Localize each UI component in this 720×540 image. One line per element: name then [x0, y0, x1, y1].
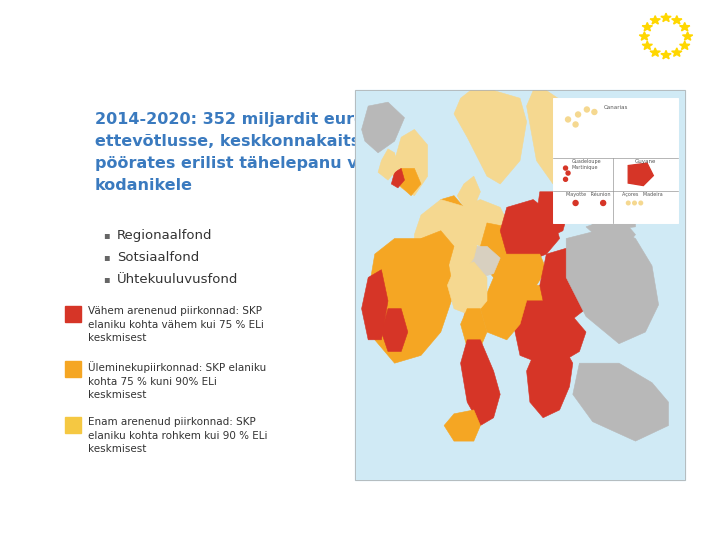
- Circle shape: [639, 201, 642, 205]
- Text: Solidaarsus tegelikkuses – ELi ühtekuuluvuspoliitika: Solidaarsus tegelikkuses – ELi ühtekuulu…: [22, 26, 639, 46]
- Polygon shape: [487, 254, 546, 293]
- Polygon shape: [461, 246, 500, 278]
- Polygon shape: [454, 91, 526, 184]
- Text: Guyane: Guyane: [634, 159, 656, 164]
- Polygon shape: [650, 48, 660, 56]
- Text: Guadeloupe
Martinique: Guadeloupe Martinique: [572, 159, 601, 170]
- Circle shape: [573, 122, 578, 127]
- Text: 2014-2020: 352 miljardit eurot investeeritud infrastruktuuri,: 2014-2020: 352 miljardit eurot investeer…: [95, 112, 646, 127]
- Polygon shape: [573, 363, 668, 441]
- Polygon shape: [559, 176, 636, 231]
- Bar: [355, 91, 685, 480]
- Polygon shape: [642, 23, 652, 31]
- Polygon shape: [480, 278, 526, 340]
- Polygon shape: [447, 262, 487, 316]
- Bar: [65, 417, 81, 433]
- Text: Üleminekupiirkonnad: SKP elaniku
kohta 75 % kuni 90% ELi
keskmisest: Üleminekupiirkonnad: SKP elaniku kohta 7…: [88, 361, 266, 400]
- Polygon shape: [661, 13, 671, 22]
- Circle shape: [564, 177, 567, 181]
- Circle shape: [564, 166, 567, 170]
- Text: kodanikele: kodanikele: [95, 178, 193, 193]
- Polygon shape: [398, 168, 421, 195]
- Polygon shape: [361, 269, 388, 340]
- Polygon shape: [661, 50, 671, 59]
- Text: Açores   Madeira: Açores Madeira: [622, 192, 662, 197]
- Bar: [65, 361, 81, 377]
- Polygon shape: [391, 168, 405, 188]
- Text: Vähem arenenud piirkonnad: SKP
elaniku kohta vähem kui 75 % ELi
keskmisest: Vähem arenenud piirkonnad: SKP elaniku k…: [88, 306, 264, 343]
- Polygon shape: [457, 176, 480, 207]
- Polygon shape: [368, 239, 454, 363]
- Polygon shape: [454, 200, 510, 254]
- Text: ▪: ▪: [103, 252, 109, 262]
- Polygon shape: [680, 23, 690, 31]
- Polygon shape: [500, 285, 553, 324]
- Bar: [553, 98, 678, 223]
- Polygon shape: [500, 200, 559, 262]
- Polygon shape: [461, 309, 487, 348]
- Bar: [65, 306, 81, 322]
- Polygon shape: [513, 301, 559, 363]
- Circle shape: [566, 171, 570, 175]
- Polygon shape: [480, 223, 513, 258]
- Polygon shape: [415, 200, 480, 285]
- Text: pöörates erilist tähelepanu vaesematele piirkondadele ja: pöörates erilist tähelepanu vaesematele …: [95, 157, 613, 171]
- Text: Canarias: Canarias: [603, 105, 628, 110]
- Polygon shape: [642, 41, 652, 50]
- Polygon shape: [639, 32, 649, 40]
- Polygon shape: [526, 91, 580, 184]
- Text: ettevõtlusse, keskkonnakaitsesse ja töötajate koolitamisse,: ettevõtlusse, keskkonnakaitsesse ja tööt…: [95, 134, 637, 150]
- Polygon shape: [650, 16, 660, 24]
- Text: Mayotte   Réunion: Mayotte Réunion: [565, 192, 610, 197]
- Polygon shape: [438, 195, 464, 227]
- Polygon shape: [378, 149, 398, 180]
- Polygon shape: [534, 316, 586, 363]
- Polygon shape: [361, 102, 405, 153]
- Circle shape: [585, 107, 590, 112]
- Polygon shape: [540, 246, 599, 324]
- Bar: [355, 91, 685, 480]
- Circle shape: [565, 117, 570, 122]
- Circle shape: [633, 201, 636, 205]
- Polygon shape: [683, 32, 693, 40]
- Text: Regionaalfond: Regionaalfond: [117, 229, 212, 242]
- Circle shape: [575, 112, 580, 117]
- Circle shape: [592, 110, 597, 114]
- Polygon shape: [444, 410, 480, 441]
- Polygon shape: [536, 192, 570, 239]
- Polygon shape: [391, 130, 428, 195]
- Polygon shape: [680, 41, 690, 50]
- Polygon shape: [586, 215, 636, 246]
- Circle shape: [600, 200, 606, 206]
- Text: Sotsiaalfond: Sotsiaalfond: [117, 251, 199, 264]
- Polygon shape: [672, 48, 682, 56]
- Text: ▪: ▪: [103, 231, 109, 240]
- Polygon shape: [464, 297, 480, 324]
- Text: Enam arenenud piirkonnad: SKP
elaniku kohta rohkem kui 90 % ELi
keskmisest: Enam arenenud piirkonnad: SKP elaniku ko…: [88, 417, 268, 454]
- Circle shape: [626, 201, 630, 205]
- Polygon shape: [382, 309, 408, 352]
- Polygon shape: [672, 16, 682, 24]
- Polygon shape: [408, 285, 428, 324]
- Circle shape: [573, 200, 578, 206]
- Polygon shape: [461, 340, 500, 426]
- Polygon shape: [526, 340, 573, 418]
- Text: ▪: ▪: [103, 274, 109, 284]
- Polygon shape: [566, 227, 659, 343]
- Text: Ühtekuuluvusfond: Ühtekuuluvusfond: [117, 273, 238, 286]
- Polygon shape: [415, 231, 454, 278]
- Polygon shape: [629, 163, 653, 186]
